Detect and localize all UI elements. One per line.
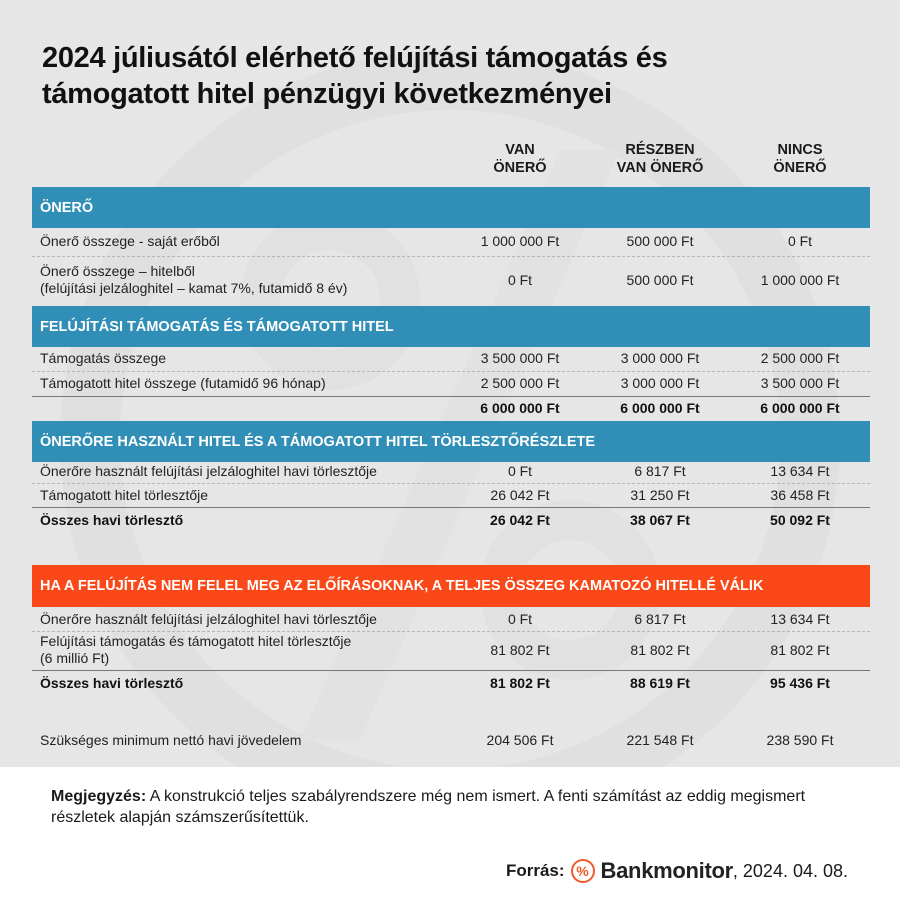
footnote-label: Megjegyzés: xyxy=(51,788,147,805)
row-value: 238 590 Ft xyxy=(766,732,834,748)
row-value: 1 000 000 Ft xyxy=(480,233,560,249)
column-header-line: VAN xyxy=(505,142,535,158)
source-credit: Forrás: % Bankmonitor, 2024. 04. 08. xyxy=(506,858,848,884)
section-heading-kamatozo-hitel-warning: HA A FELÚJÍTÁS NEM FELEL MEG AZ ELŐÍRÁSO… xyxy=(32,565,870,607)
row-value: 81 802 Ft xyxy=(770,642,830,658)
column-header-van-onero: VAN ÖNERŐ xyxy=(450,141,590,177)
total-row: Összes havi törlesztő 26 042 Ft 38 067 F… xyxy=(32,512,870,529)
table-row: Önerőre használt felújítási jelzáloghite… xyxy=(32,611,870,628)
percent-logo-icon: % xyxy=(570,859,595,883)
row-value: 3 000 000 Ft xyxy=(620,350,700,366)
table-row: Önerő összege - saját erőből 1 000 000 F… xyxy=(32,233,870,250)
row-label: Önerőre használt felújítási jelzáloghite… xyxy=(40,463,377,479)
row-value: 0 Ft xyxy=(507,463,533,479)
row-value: 500 000 Ft xyxy=(626,272,694,288)
row-label-line: (felújítási jelzáloghitel – kamat 7%, fu… xyxy=(40,280,348,296)
row-value: 204 506 Ft xyxy=(486,732,554,748)
source-label: Forrás: xyxy=(505,861,565,880)
total-row: Összes havi törlesztő 81 802 Ft 88 619 F… xyxy=(32,675,870,692)
row-value: 0 Ft xyxy=(507,611,533,627)
footnote: Megjegyzés: A konstrukció teljes szabály… xyxy=(51,786,851,828)
table-row: Önerő összege – hitelből (felújítási jel… xyxy=(32,263,870,299)
column-header-line: ÖNERŐ xyxy=(773,160,827,176)
row-value: 26 042 Ft xyxy=(490,512,550,528)
title-line-1: 2024 júliusától elérhető felújítási támo… xyxy=(42,42,668,74)
row-label: Összes havi törlesztő xyxy=(40,512,184,528)
table-row: Támogatott hitel összege (futamidő 96 hó… xyxy=(32,375,870,392)
row-value: 95 436 Ft xyxy=(770,675,830,691)
row-value: 6 817 Ft xyxy=(634,463,686,479)
row-divider xyxy=(32,483,870,484)
row-value: 88 619 Ft xyxy=(630,675,690,691)
income-row: Szükséges minimum nettó havi jövedelem 2… xyxy=(32,732,870,749)
total-divider xyxy=(32,670,870,671)
row-label: Felújítási támogatás és támogatott hitel… xyxy=(40,633,351,667)
row-value: 81 802 Ft xyxy=(490,642,550,658)
row-label: Támogatott hitel törlesztője xyxy=(40,487,209,503)
row-label: Összes havi törlesztő xyxy=(40,675,184,691)
row-value: 221 548 Ft xyxy=(626,732,694,748)
section-heading-onero: ÖNERŐ xyxy=(32,187,870,228)
row-label-line: Önerő összege – hitelből xyxy=(40,263,195,279)
row-value: 38 067 Ft xyxy=(630,512,690,528)
row-divider xyxy=(32,371,870,372)
column-header-nincs-onero: NINCS ÖNERŐ xyxy=(730,141,870,177)
row-label: Támogatott hitel összege (futamidő 96 hó… xyxy=(40,375,326,391)
row-value: 6 817 Ft xyxy=(634,611,686,627)
page-title: 2024 júliusától elérhető felújítási támo… xyxy=(42,40,872,112)
section-heading-text: ÖNERŐ xyxy=(40,199,94,216)
row-value: 13 634 Ft xyxy=(770,611,830,627)
footnote-text: A konstrukció teljes szabályrendszere mé… xyxy=(51,788,806,826)
row-label: Szükséges minimum nettó havi jövedelem xyxy=(40,732,302,748)
row-value: 3 500 000 Ft xyxy=(480,350,560,366)
row-value: 0 Ft xyxy=(787,233,813,249)
row-label: Önerő összege – hitelből (felújítási jel… xyxy=(40,263,347,297)
row-value: 81 802 Ft xyxy=(630,642,690,658)
column-header-line: NINCS xyxy=(777,142,823,158)
row-value: 36 458 Ft xyxy=(770,487,830,503)
column-header-reszben-van-onero: RÉSZBEN VAN ÖNERŐ xyxy=(590,141,730,177)
title-line-2: támogatott hitel pénzügyi következményei xyxy=(42,78,612,110)
section-heading-text: ÖNERŐRE HASZNÁLT HITEL ÉS A TÁMOGATOTT H… xyxy=(40,433,596,450)
row-label-line: Felújítási támogatás és támogatott hitel… xyxy=(40,633,352,649)
row-value: 13 634 Ft xyxy=(770,463,830,479)
section-heading-torleszto: ÖNERŐRE HASZNÁLT HITEL ÉS A TÁMOGATOTT H… xyxy=(32,421,870,462)
table-row: Támogatás összege 3 500 000 Ft 3 000 000… xyxy=(32,350,870,367)
row-value: 6 000 000 Ft xyxy=(620,400,700,416)
brand-name: Bankmonitor xyxy=(600,858,734,883)
source-date: , 2024. 04. 08. xyxy=(732,860,848,881)
row-value: 3 500 000 Ft xyxy=(760,375,840,391)
row-value: 500 000 Ft xyxy=(626,233,694,249)
section-heading-text: HA A FELÚJÍTÁS NEM FELEL MEG AZ ELŐÍRÁSO… xyxy=(40,578,764,594)
row-value: 31 250 Ft xyxy=(630,487,690,503)
row-divider xyxy=(32,631,870,632)
row-value: 3 000 000 Ft xyxy=(620,375,700,391)
row-value: 2 500 000 Ft xyxy=(480,375,560,391)
column-header-line: VAN ÖNERŐ xyxy=(616,160,704,176)
section-heading-felujitasi-tamogatas: FELÚJÍTÁSI TÁMOGATÁS ÉS TÁMOGATOTT HITEL xyxy=(32,306,870,347)
infographic-panel: 2024 júliusától elérhető felújítási támo… xyxy=(0,0,900,767)
row-value: 2 500 000 Ft xyxy=(760,350,840,366)
row-label-line: (6 millió Ft) xyxy=(40,650,110,666)
row-value: 26 042 Ft xyxy=(490,487,550,503)
row-value: 50 092 Ft xyxy=(770,512,830,528)
table-row: Önerőre használt felújítási jelzáloghite… xyxy=(32,463,870,480)
row-label: Önerőre használt felújítási jelzáloghite… xyxy=(40,611,377,627)
row-value: 1 000 000 Ft xyxy=(760,272,840,288)
row-label: Támogatás összege xyxy=(40,350,167,366)
table-row: Felújítási támogatás és támogatott hitel… xyxy=(32,633,870,669)
total-divider xyxy=(32,396,870,397)
row-value: 6 000 000 Ft xyxy=(480,400,560,416)
total-divider xyxy=(32,507,870,508)
row-value: 6 000 000 Ft xyxy=(760,400,840,416)
row-value: 0 Ft xyxy=(507,272,533,288)
table-row: Támogatott hitel törlesztője 26 042 Ft 3… xyxy=(32,487,870,504)
column-header-line: ÖNERŐ xyxy=(493,160,547,176)
row-divider xyxy=(32,256,870,257)
section-heading-text: FELÚJÍTÁSI TÁMOGATÁS ÉS TÁMOGATOTT HITEL xyxy=(40,318,394,335)
total-row: 6 000 000 Ft 6 000 000 Ft 6 000 000 Ft xyxy=(32,400,870,417)
column-header-line: RÉSZBEN xyxy=(625,142,695,158)
row-value: 81 802 Ft xyxy=(490,675,550,691)
row-label: Önerő összege - saját erőből xyxy=(40,233,220,249)
